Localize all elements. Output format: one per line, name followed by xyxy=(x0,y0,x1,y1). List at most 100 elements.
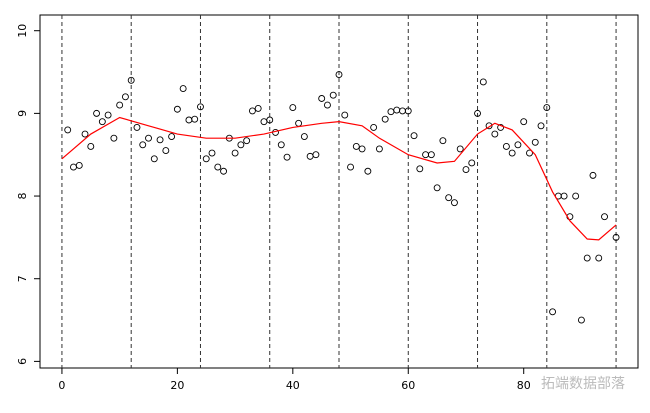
data-point xyxy=(185,116,193,124)
x-tick-label: 60 xyxy=(401,379,415,392)
data-point xyxy=(254,104,262,112)
data-point xyxy=(549,308,557,316)
data-point xyxy=(358,145,366,153)
data-point xyxy=(433,184,441,192)
y-tick-label: 6 xyxy=(16,358,29,365)
data-point xyxy=(422,151,430,159)
data-point xyxy=(306,152,314,160)
data-point xyxy=(352,142,360,150)
data-point xyxy=(531,138,539,146)
data-point xyxy=(191,115,199,123)
data-point xyxy=(375,145,383,153)
data-point xyxy=(612,233,620,241)
y-tick-label: 10 xyxy=(16,24,29,38)
data-point xyxy=(121,93,129,101)
data-point xyxy=(577,316,585,324)
data-point xyxy=(87,142,95,150)
data-point xyxy=(289,104,297,112)
data-point xyxy=(456,145,464,153)
data-point xyxy=(162,147,170,155)
data-point xyxy=(237,141,245,149)
data-point xyxy=(150,155,158,163)
data-point xyxy=(110,134,118,142)
data-point xyxy=(347,163,354,171)
data-point xyxy=(208,149,216,157)
data-point xyxy=(572,192,580,200)
y-tick-label: 9 xyxy=(16,110,29,117)
data-point xyxy=(526,149,533,157)
data-point xyxy=(70,163,77,171)
data-point xyxy=(277,141,285,149)
data-point xyxy=(295,119,303,127)
data-point xyxy=(445,194,453,202)
data-point xyxy=(64,126,72,134)
data-point xyxy=(450,199,458,207)
data-point xyxy=(479,78,487,86)
data-point xyxy=(145,134,152,142)
data-point xyxy=(127,76,135,84)
data-point xyxy=(81,130,89,138)
data-point xyxy=(583,254,591,262)
data-point xyxy=(335,71,343,78)
data-point xyxy=(595,254,603,262)
data-point xyxy=(243,137,251,145)
data-point xyxy=(485,122,493,130)
data-point xyxy=(497,123,505,131)
data-point xyxy=(324,101,331,109)
data-point xyxy=(173,105,181,113)
data-point xyxy=(93,109,101,117)
data-point xyxy=(404,107,412,115)
data-point xyxy=(312,151,320,159)
data-point xyxy=(502,142,510,150)
data-point xyxy=(370,123,378,131)
data-point xyxy=(520,118,528,126)
data-point xyxy=(168,133,176,140)
data-point xyxy=(364,167,372,175)
data-point xyxy=(514,141,522,149)
x-tick-label: 20 xyxy=(170,379,184,392)
x-tick-label: 40 xyxy=(286,379,300,392)
data-point xyxy=(133,123,141,131)
data-point xyxy=(104,111,112,119)
data-point xyxy=(214,163,222,171)
data-point xyxy=(427,151,435,159)
y-tick-label: 8 xyxy=(16,193,29,200)
data-point xyxy=(202,155,210,163)
data-point xyxy=(508,149,516,157)
data-point xyxy=(300,133,308,140)
data-point xyxy=(468,159,476,167)
data-point xyxy=(589,171,597,179)
y-tick-label: 7 xyxy=(16,275,29,282)
data-point xyxy=(260,118,268,126)
data-point xyxy=(231,149,239,157)
data-point xyxy=(116,101,124,109)
data-point xyxy=(341,111,349,119)
data-point xyxy=(491,130,499,138)
data-point xyxy=(537,122,545,130)
data-point xyxy=(462,166,470,174)
data-point xyxy=(399,107,406,115)
data-point xyxy=(381,115,389,123)
data-point xyxy=(439,137,447,145)
x-tick-label: 80 xyxy=(517,379,531,392)
data-point xyxy=(387,108,395,116)
smooth-line xyxy=(61,116,617,241)
data-point xyxy=(98,118,106,126)
data-point xyxy=(601,213,608,221)
data-point xyxy=(543,104,551,112)
data-point xyxy=(266,116,274,124)
data-point xyxy=(474,109,481,117)
data-point xyxy=(248,107,256,115)
data-point xyxy=(560,192,568,200)
data-point xyxy=(410,132,418,140)
data-point xyxy=(139,141,147,149)
data-point xyxy=(416,165,424,173)
data-point xyxy=(283,153,291,161)
data-point xyxy=(197,103,204,111)
data-point xyxy=(156,136,164,144)
data-point xyxy=(75,162,83,169)
watermark: 拓端数据部落 xyxy=(541,376,625,392)
data-point xyxy=(220,167,228,175)
data-point xyxy=(393,106,401,114)
